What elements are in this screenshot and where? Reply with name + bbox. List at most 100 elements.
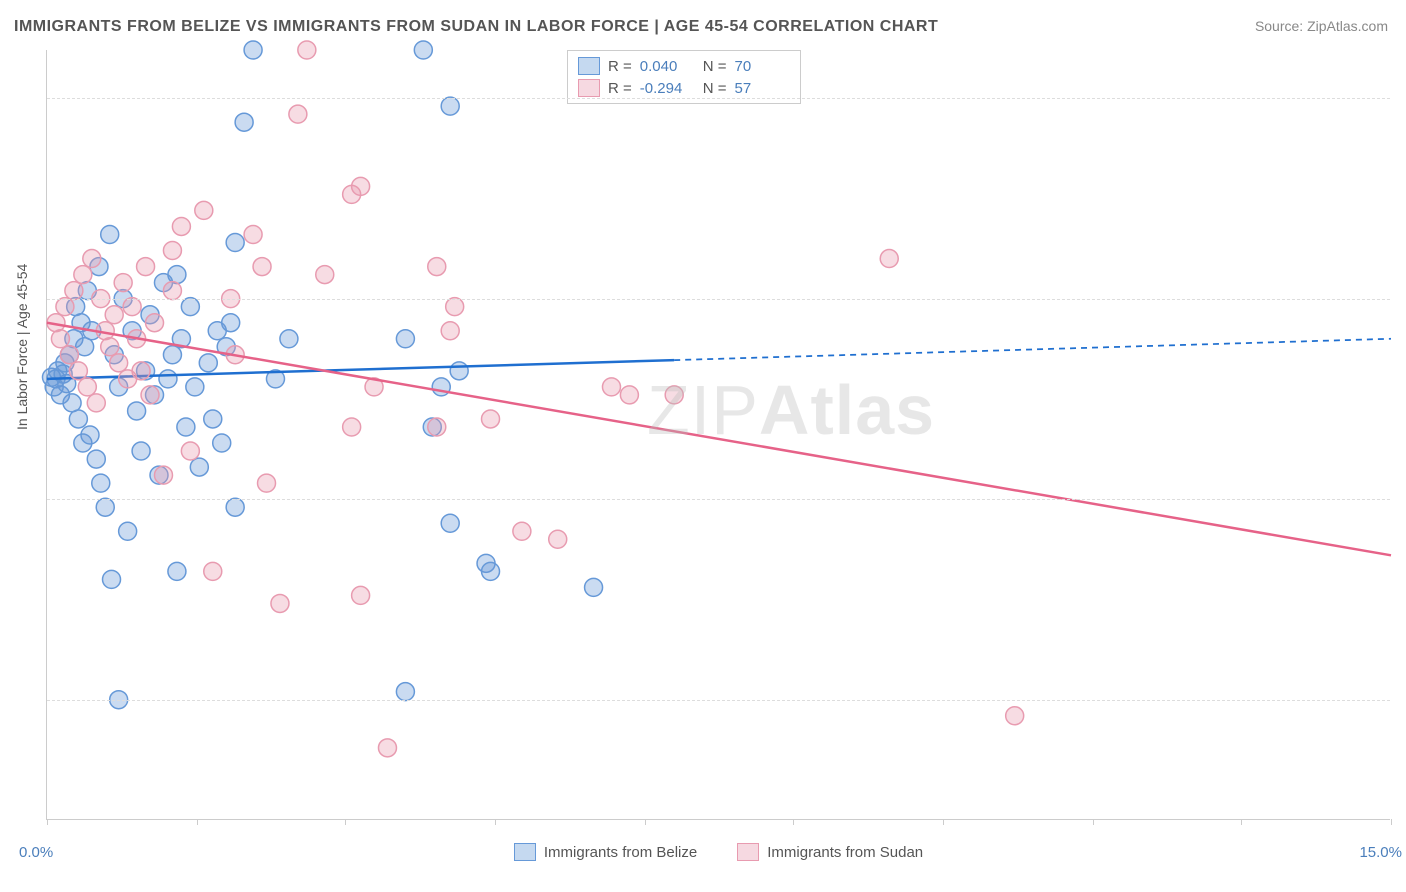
x-tick-mark	[943, 819, 944, 825]
gridline	[47, 700, 1390, 701]
chart-svg	[47, 50, 1390, 819]
data-point	[513, 522, 531, 540]
data-point	[482, 410, 500, 428]
data-point	[204, 410, 222, 428]
data-point	[163, 242, 181, 260]
legend-item-sudan: Immigrants from Sudan	[737, 843, 923, 861]
data-point	[69, 362, 87, 380]
x-tick-mark	[1093, 819, 1094, 825]
x-tick-mark	[645, 819, 646, 825]
data-point	[101, 225, 119, 243]
data-point	[65, 282, 83, 300]
series-name-sudan: Immigrants from Sudan	[767, 844, 923, 861]
data-point	[482, 562, 500, 580]
y-tick-label: 75.0%	[1398, 491, 1406, 508]
r-value-sudan: -0.294	[640, 80, 695, 97]
data-point	[298, 41, 316, 59]
data-point	[128, 402, 146, 420]
data-point	[352, 586, 370, 604]
gridline	[47, 499, 1390, 500]
data-point	[87, 450, 105, 468]
data-point	[60, 346, 78, 364]
x-min-label: 0.0%	[19, 844, 53, 861]
data-point	[258, 474, 276, 492]
data-point	[226, 234, 244, 252]
x-tick-mark	[495, 819, 496, 825]
data-point	[204, 562, 222, 580]
r-label: R =	[608, 80, 632, 97]
data-point	[226, 498, 244, 516]
data-point	[105, 306, 123, 324]
plot-area: ZIPAtlas R = 0.040 N = 70 R = -0.294 N =…	[46, 50, 1390, 820]
data-point	[428, 418, 446, 436]
data-point	[441, 514, 459, 532]
n-value-belize: 70	[735, 58, 790, 75]
r-value-belize: 0.040	[640, 58, 695, 75]
legend-row-sudan: R = -0.294 N = 57	[578, 77, 790, 99]
data-point	[101, 338, 119, 356]
source-attribution: Source: ZipAtlas.com	[1255, 18, 1388, 34]
data-point	[114, 274, 132, 292]
data-point	[163, 346, 181, 364]
data-point	[199, 354, 217, 372]
data-point	[87, 394, 105, 412]
x-tick-mark	[1391, 819, 1392, 825]
data-point	[316, 266, 334, 284]
x-tick-mark	[47, 819, 48, 825]
data-point	[51, 330, 69, 348]
data-point	[137, 258, 155, 276]
n-label: N =	[703, 80, 727, 97]
data-point	[441, 97, 459, 115]
chart-title: IMMIGRANTS FROM BELIZE VS IMMIGRANTS FRO…	[14, 18, 938, 36]
y-tick-label: 100.0%	[1398, 90, 1406, 107]
data-point	[352, 177, 370, 195]
data-point	[441, 322, 459, 340]
data-point	[132, 362, 150, 380]
y-axis-title: In Labor Force | Age 45-54	[14, 264, 30, 430]
swatch-sudan-bottom	[737, 843, 759, 861]
data-point	[172, 217, 190, 235]
x-tick-mark	[793, 819, 794, 825]
data-point	[235, 113, 253, 131]
data-point	[132, 442, 150, 460]
data-point	[602, 378, 620, 396]
data-point	[213, 434, 231, 452]
x-tick-mark	[345, 819, 346, 825]
data-point	[123, 298, 141, 316]
data-point	[244, 225, 262, 243]
data-point	[74, 266, 92, 284]
x-max-label: 15.0%	[1359, 844, 1402, 861]
data-point	[119, 522, 137, 540]
data-point	[163, 282, 181, 300]
series-legend: Immigrants from Belize Immigrants from S…	[47, 843, 1390, 861]
data-point	[81, 426, 99, 444]
data-point	[92, 474, 110, 492]
data-point	[96, 498, 114, 516]
swatch-sudan	[578, 79, 600, 97]
data-point	[181, 442, 199, 460]
data-point	[110, 354, 128, 372]
data-point	[181, 298, 199, 316]
gridline	[47, 299, 1390, 300]
regression-line-extrapolated	[674, 339, 1391, 360]
data-point	[280, 330, 298, 348]
x-tick-mark	[197, 819, 198, 825]
legend-row-belize: R = 0.040 N = 70	[578, 55, 790, 77]
y-tick-label: 87.5%	[1398, 290, 1406, 307]
data-point	[69, 410, 87, 428]
data-point	[271, 594, 289, 612]
data-point	[396, 683, 414, 701]
data-point	[146, 314, 164, 332]
series-name-belize: Immigrants from Belize	[544, 844, 697, 861]
data-point	[159, 370, 177, 388]
data-point	[154, 466, 172, 484]
data-point	[585, 578, 603, 596]
data-point	[168, 266, 186, 284]
data-point	[141, 386, 159, 404]
data-point	[186, 378, 204, 396]
legend-item-belize: Immigrants from Belize	[514, 843, 697, 861]
data-point	[549, 530, 567, 548]
data-point	[190, 458, 208, 476]
data-point	[343, 418, 361, 436]
data-point	[620, 386, 638, 404]
